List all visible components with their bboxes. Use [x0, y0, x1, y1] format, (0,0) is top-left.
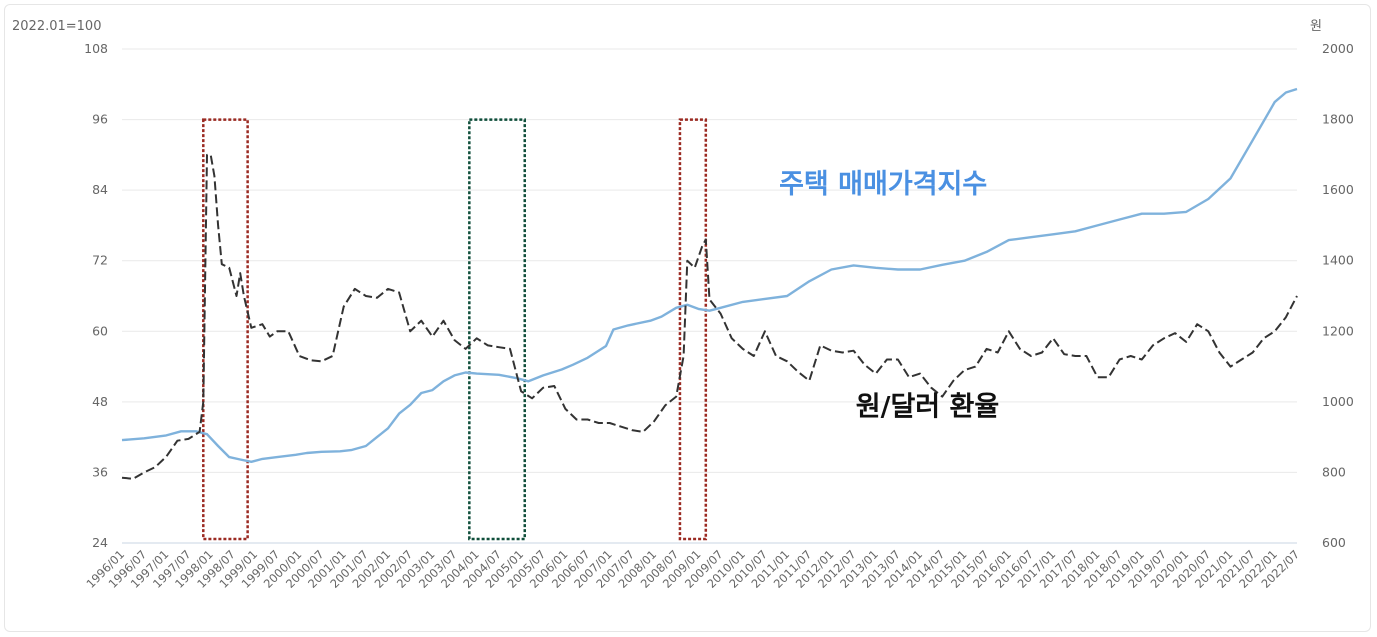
right-y-tick-label: 1000 [1322, 394, 1354, 409]
left-y-tick-label: 36 [92, 464, 108, 479]
left-y-tick-label: 84 [92, 182, 108, 197]
left-y-tick-label: 72 [92, 253, 108, 268]
right-y-tick-label: 1800 [1322, 112, 1354, 127]
right-y-tick-label: 2000 [1322, 41, 1354, 56]
right-axis-unit-label: 원 [1310, 19, 1322, 34]
right-y-tick-label: 1200 [1322, 323, 1354, 338]
left-y-tick-label: 48 [92, 394, 108, 409]
highlight-box [468, 118, 527, 541]
left-y-tick-label: 96 [92, 112, 108, 127]
house-price-annotation: 주택 매매가격지수 [779, 169, 987, 200]
right-y-tick-label: 1400 [1322, 253, 1354, 268]
left-y-tick-label: 24 [92, 535, 108, 550]
right-y-tick-label: 800 [1322, 464, 1346, 479]
highlight-box-layer [202, 118, 708, 541]
highlight-box [202, 118, 249, 541]
exchange-rate-annotation: 원/달러 환율 [856, 392, 999, 423]
series-layer [121, 87, 1298, 480]
chart-frame [4, 4, 1371, 632]
right-y-tick-label: 1600 [1322, 182, 1354, 197]
left-y-tick-label: 108 [84, 41, 108, 56]
axis-layer: 24 36 48 60 72 84 96 108 600 800 1000 1200 1400 1600 1… [83, 41, 1353, 591]
right-y-tick-label: 600 [1322, 535, 1346, 550]
left-y-tick-label: 60 [92, 323, 108, 338]
left-axis-unit-label: 2022.01=100 [12, 19, 101, 34]
exchange-rate-line [121, 153, 1298, 480]
house-price-index-line [121, 87, 1298, 463]
highlight-box [678, 118, 708, 541]
